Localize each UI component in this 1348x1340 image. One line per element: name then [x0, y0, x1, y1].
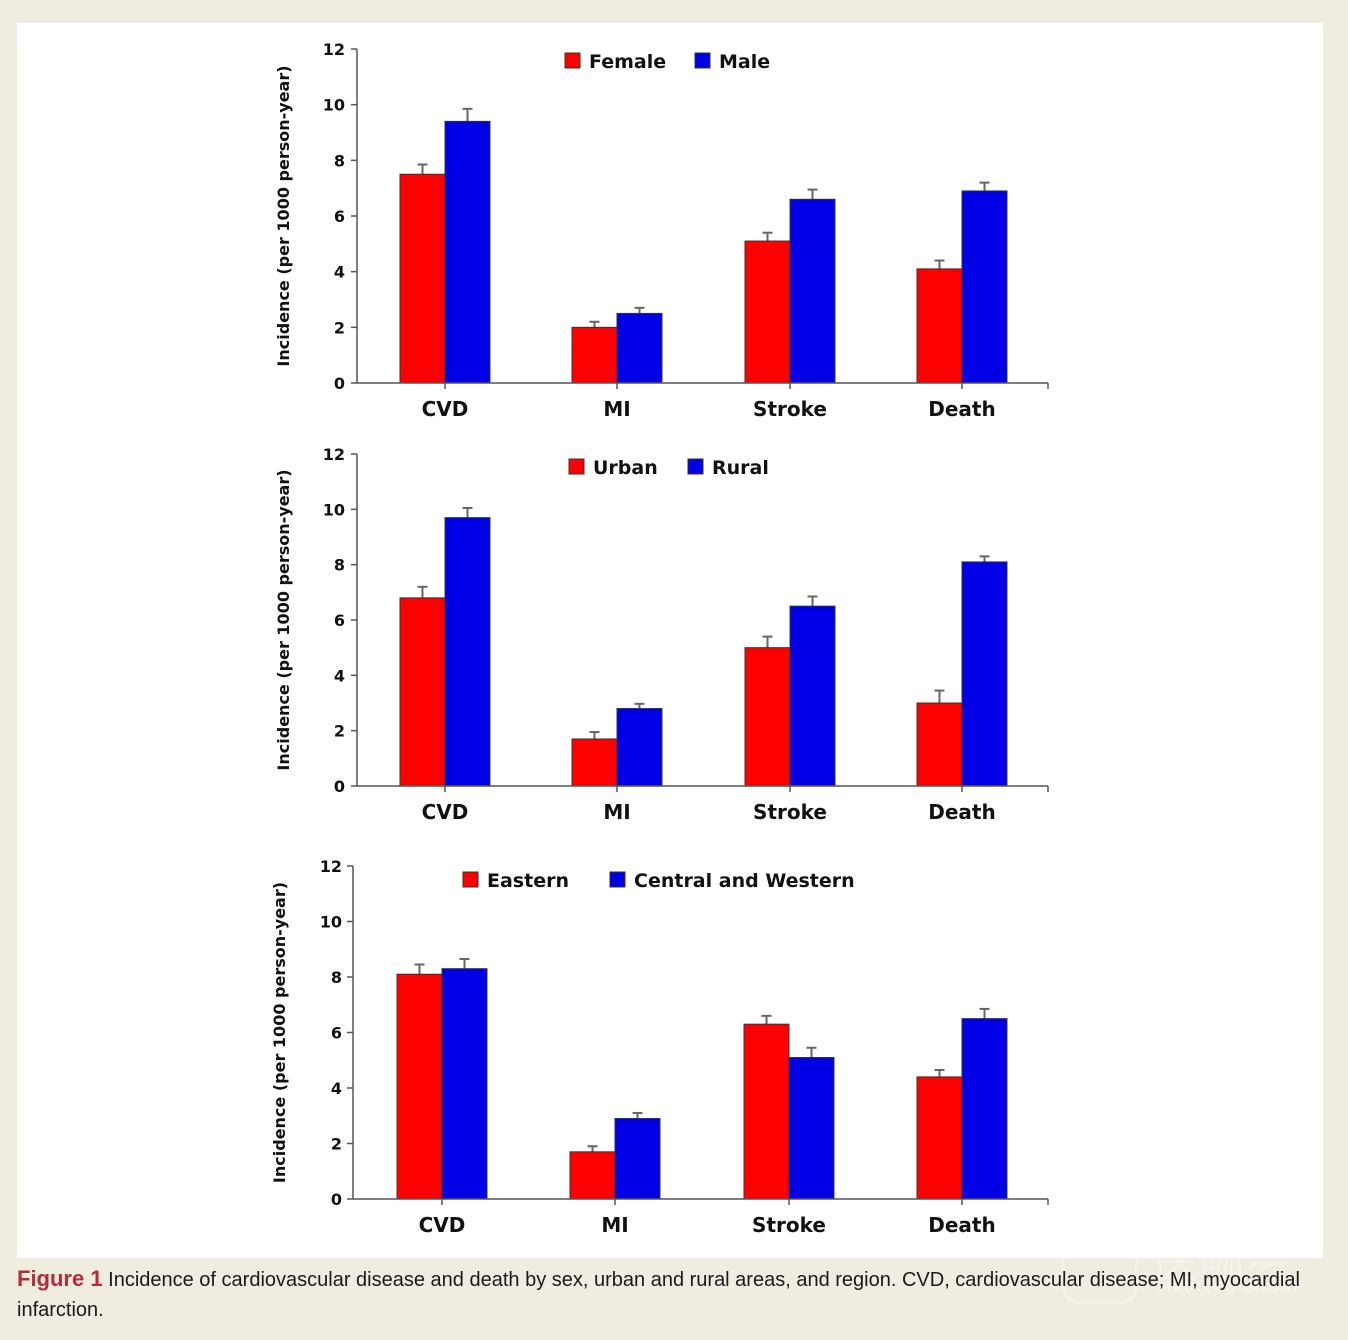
x-tick-label: MI: [601, 1213, 628, 1237]
bar-male-mi: [616, 312, 663, 384]
chart-by-sex: CVD MI Stroke Death 0 2 4 6 8 10 12 Incidence (per …: [274, 40, 1049, 421]
bar-rural-stroke: [789, 605, 836, 787]
y-tick-label: 2: [334, 722, 345, 741]
x-tick-label: MI: [603, 800, 630, 824]
legend-label-rural: Rural: [712, 457, 769, 479]
y-axis-label: Incidence (per 1000 person-year): [274, 65, 293, 366]
y-tick-label: 10: [320, 913, 342, 932]
bar-central-and-western-stroke: [788, 1056, 835, 1200]
x-tick-label: CVD: [419, 1213, 466, 1237]
legend-label-eastern: Eastern: [487, 870, 569, 892]
bar-rural-cvd: [444, 517, 491, 787]
x-tick-label: CVD: [422, 397, 469, 421]
y-tick-label: 4: [334, 666, 345, 685]
y-tick-label: 2: [334, 318, 345, 337]
x-tick-label: Stroke: [753, 397, 827, 421]
legend-label-urban: Urban: [593, 457, 658, 479]
legend-swatch-male: [694, 52, 711, 69]
figure-label: Figure 1: [17, 1266, 103, 1291]
bar-male-stroke: [789, 198, 836, 384]
legend-swatch-eastern: [462, 871, 479, 888]
bar-male-death: [961, 190, 1008, 384]
legend-swatch-female: [564, 52, 581, 69]
legend-label-male: Male: [719, 51, 770, 73]
bar-male-cvd: [444, 120, 491, 384]
legend-swatch-urban: [568, 458, 585, 475]
y-tick-label: 6: [334, 611, 345, 630]
bar-eastern-cvd: [396, 973, 443, 1200]
y-tick-label: 0: [334, 777, 345, 796]
legend-label-central-and-western: Central and Western: [634, 870, 855, 892]
x-tick-label: CVD: [422, 800, 469, 824]
legend-swatch-central-and-western: [609, 871, 626, 888]
bar-eastern-mi: [569, 1151, 616, 1200]
y-tick-label: 8: [334, 556, 345, 575]
bar-rural-death: [961, 561, 1008, 787]
bar-eastern-stroke: [743, 1023, 790, 1200]
y-axis-label: Incidence (per 1000 person-year): [274, 469, 293, 770]
x-tick-label: Stroke: [752, 1213, 826, 1237]
y-tick-label: 10: [323, 96, 345, 115]
y-tick-label: 6: [331, 1024, 342, 1043]
x-tick-label: Stroke: [753, 800, 827, 824]
chart-by-area: CVD MI Stroke Death 0 2 4 6 8 10 12 Incidence (per …: [274, 445, 1049, 824]
bar-eastern-death: [916, 1076, 963, 1200]
y-tick-label: 4: [334, 263, 345, 282]
y-tick-label: 12: [323, 445, 345, 464]
bar-central-and-western-death: [961, 1018, 1008, 1200]
x-tick-label: Death: [928, 800, 995, 824]
bar-urban-mi: [571, 738, 618, 787]
y-tick-label: 6: [334, 207, 345, 226]
y-tick-label: 10: [323, 500, 345, 519]
figure-caption: Figure 1 Incidence of cardiovascular dis…: [17, 1264, 1327, 1325]
y-tick-label: 4: [331, 1079, 342, 1098]
chart-by-region: CVD MI Stroke Death 0 2 4 6 8 10 12 Incidence (per …: [270, 857, 1049, 1237]
figure-panel: CVD MI Stroke Death 0 2 4 6 8 10 12 Incidence (per …: [17, 23, 1323, 1258]
x-tick-label: Death: [928, 397, 995, 421]
y-tick-label: 2: [331, 1135, 342, 1154]
y-tick-label: 12: [323, 40, 345, 59]
bar-central-and-western-cvd: [441, 968, 488, 1200]
x-tick-label: MI: [603, 397, 630, 421]
y-tick-label: 0: [331, 1190, 342, 1209]
bar-rural-mi: [616, 708, 663, 787]
bar-urban-stroke: [744, 647, 791, 787]
bar-central-and-western-mi: [614, 1118, 661, 1200]
bar-female-stroke: [744, 240, 791, 384]
y-tick-label: 0: [334, 374, 345, 393]
legend-label-female: Female: [589, 51, 666, 73]
x-tick-label: Death: [928, 1213, 995, 1237]
bar-female-cvd: [399, 173, 446, 384]
caption-text: Incidence of cardiovascular disease and …: [17, 1269, 1300, 1321]
y-tick-label: 12: [320, 857, 342, 876]
bar-urban-cvd: [399, 597, 446, 787]
legend-swatch-rural: [687, 458, 704, 475]
y-axis-label: Incidence (per 1000 person-year): [270, 882, 289, 1183]
bar-urban-death: [916, 702, 963, 787]
y-tick-label: 8: [334, 151, 345, 170]
y-tick-label: 8: [331, 968, 342, 987]
bar-female-mi: [571, 326, 618, 384]
bar-female-death: [916, 268, 963, 384]
